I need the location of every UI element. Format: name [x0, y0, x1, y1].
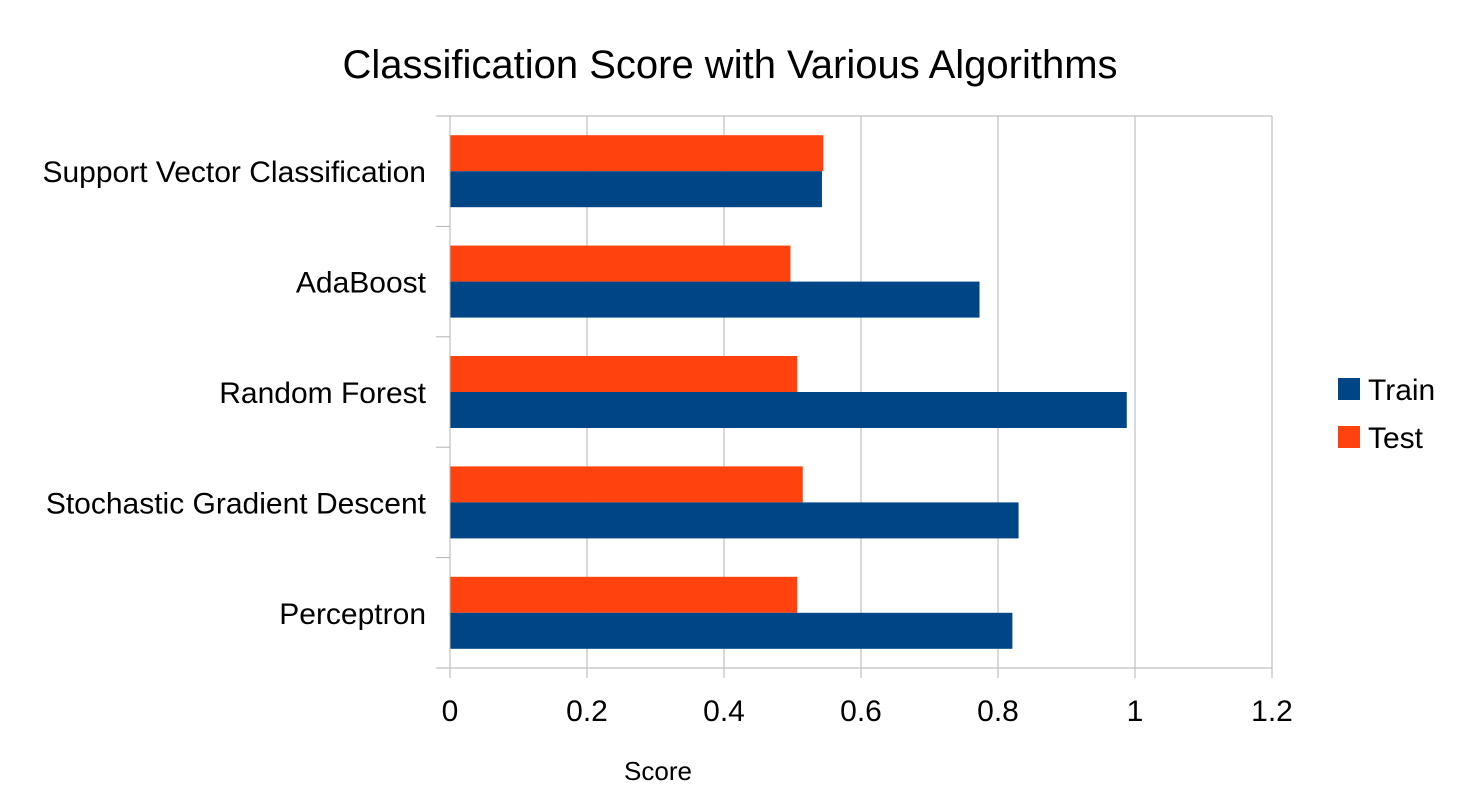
x-axis-label: Score	[624, 756, 692, 786]
chart-title: Classification Score with Various Algori…	[342, 43, 1117, 87]
bar-test	[450, 576, 798, 613]
legend-swatch	[1338, 378, 1360, 400]
x-tick-label: 0.4	[703, 695, 745, 728]
x-tick-label: 0.2	[566, 695, 608, 728]
x-tick-label: 0	[442, 695, 459, 728]
legend-swatch	[1338, 426, 1360, 448]
x-tick-label: 0.8	[977, 695, 1019, 728]
x-tick-label: 1.2	[1251, 695, 1293, 728]
x-tick-label: 1	[1127, 695, 1144, 728]
legend-label: Train	[1368, 374, 1435, 407]
category-label: Random Forest	[219, 377, 426, 410]
category-label: Stochastic Gradient Descent	[46, 487, 427, 520]
bars	[450, 135, 1127, 649]
bar-test	[450, 135, 824, 172]
bar-test	[450, 466, 803, 503]
tick-labels: 0 0.2 0.4 0.6 0.8 1 1.2 Support Vector Classifi…	[42, 156, 1292, 728]
bar-train	[450, 502, 1019, 539]
legend-label: Test	[1368, 422, 1424, 455]
axes	[436, 115, 1273, 678]
category-label: Perceptron	[279, 598, 426, 631]
bar-train	[450, 612, 1013, 649]
legend: Train Test	[1338, 374, 1435, 455]
bar-train	[450, 281, 980, 318]
category-label: Support Vector Classification	[42, 156, 426, 189]
bar-train	[450, 171, 822, 208]
bar-test	[450, 245, 791, 282]
bar-train	[450, 392, 1127, 428]
category-label: AdaBoost	[296, 267, 427, 300]
bar-test	[450, 356, 798, 392]
x-tick-label: 0.6	[840, 695, 882, 728]
